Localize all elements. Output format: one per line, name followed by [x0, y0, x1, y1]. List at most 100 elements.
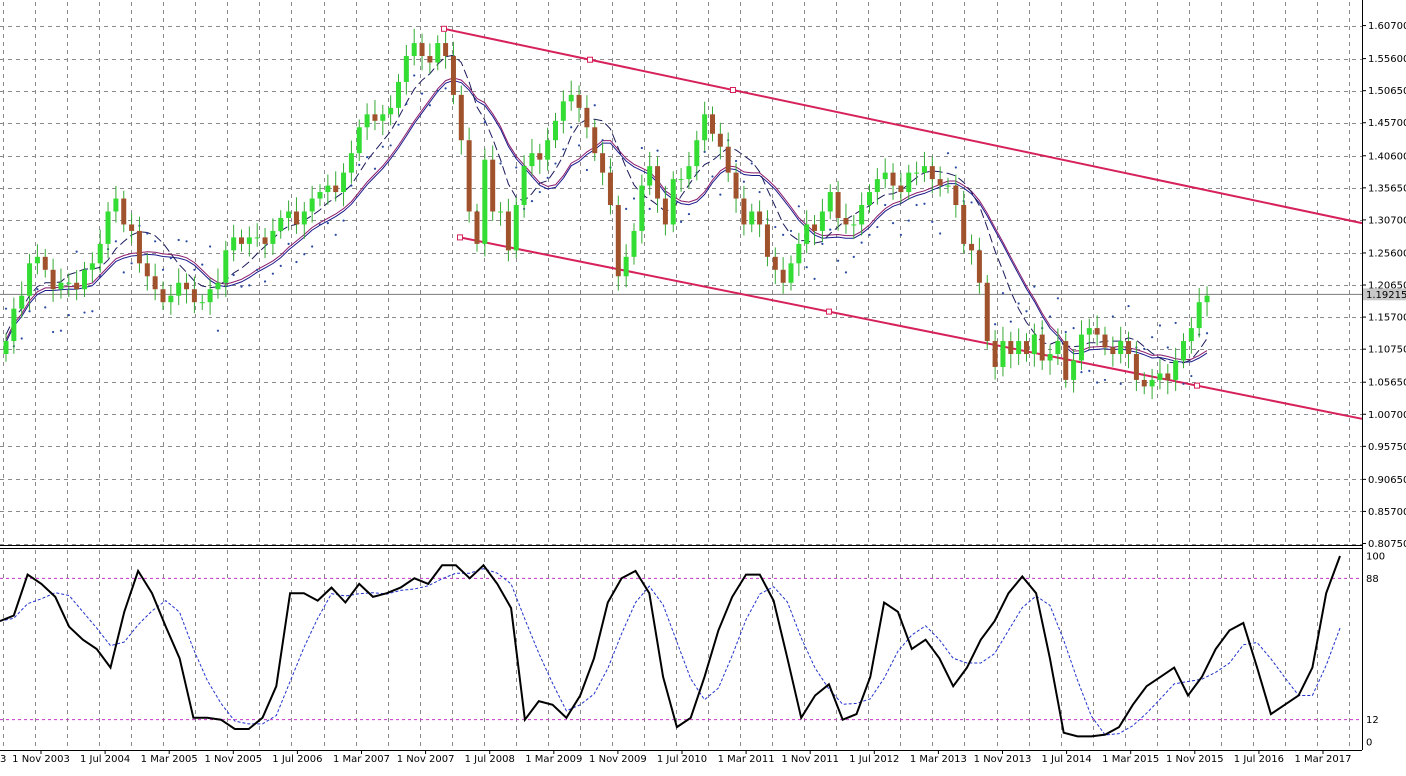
sar-dot [538, 190, 541, 194]
sar-dot [1048, 315, 1052, 318]
sar-dot [774, 225, 777, 229]
time-label: 1 Mar 2009 [525, 754, 582, 765]
candle-body [584, 107, 590, 128]
candle-body [82, 269, 87, 290]
sar-dot [248, 284, 251, 287]
sar-dot [428, 104, 431, 107]
candle-body [50, 269, 56, 290]
candle-body [1157, 373, 1163, 380]
candle-body [11, 308, 17, 342]
sar-dot [648, 207, 651, 211]
candle-body [1094, 328, 1100, 335]
current-price-label: 1.19215 [1366, 290, 1406, 301]
candle-body [662, 198, 668, 225]
price-tick-label: 1.25600 [1368, 248, 1406, 259]
candle-body [113, 198, 119, 212]
sar-dot [1111, 315, 1114, 318]
sar-dot [852, 255, 855, 258]
price-tick-label: 1.45700 [1368, 118, 1406, 129]
candle-body [403, 56, 409, 82]
candle-body [1047, 354, 1053, 361]
candle-body [961, 205, 967, 244]
sar-dot [36, 288, 39, 291]
candle-body [545, 140, 551, 160]
channel-anchor [1194, 382, 1200, 389]
candle-body [466, 140, 472, 212]
candle-body [1196, 302, 1202, 329]
sar-dot [829, 228, 832, 231]
sar-dot [1143, 347, 1146, 350]
candle-body [537, 153, 543, 160]
candle-body [921, 166, 927, 173]
candle-body [1071, 360, 1077, 380]
sar-dot [570, 126, 573, 129]
candle-body [1086, 328, 1092, 335]
candle-body [851, 224, 857, 226]
sar-dot [1205, 332, 1209, 335]
candle-body [1181, 341, 1186, 361]
sar-dot [350, 184, 353, 187]
candle-body [521, 166, 527, 206]
candle-body [474, 211, 480, 244]
sar-dot [907, 219, 910, 222]
sar-dot [789, 229, 793, 233]
candle-body [458, 94, 464, 141]
candle-body [505, 211, 511, 251]
sar-dot [915, 203, 918, 207]
sar-dot [546, 176, 549, 179]
sar-dot [130, 262, 133, 265]
sar-dot [201, 263, 204, 266]
stoch-tick-label: 100 [1366, 552, 1385, 563]
candle-body [607, 172, 613, 206]
candle-body [906, 172, 912, 193]
candle-body [176, 282, 182, 296]
price-tick-label: 0.80750 [1368, 539, 1406, 550]
candle-body [34, 256, 40, 264]
sar-dot [263, 280, 267, 283]
sar-dot [585, 168, 589, 172]
candle-body [490, 159, 496, 212]
price-tick-label: 1.00700 [1368, 410, 1406, 421]
sar-dot [405, 102, 408, 106]
candle-body [796, 243, 802, 264]
candle-body [647, 166, 653, 186]
candle-body [694, 140, 700, 167]
candle-body [419, 43, 425, 57]
sar-dot [734, 159, 738, 163]
time-label: 1 Nov 2003 [12, 754, 70, 765]
candle-body [262, 237, 268, 244]
stoch-signal-line [0, 568, 1341, 736]
sar-dot [1119, 382, 1122, 385]
candle-body [3, 341, 9, 355]
candle-body [223, 250, 229, 283]
sar-dot [122, 271, 125, 274]
sar-dot [1166, 346, 1169, 349]
candle-body [1055, 341, 1061, 355]
candle-body [443, 43, 449, 57]
time-label: 1 Jul 2012 [849, 754, 899, 765]
candle-body [27, 263, 33, 296]
candle-body [553, 120, 558, 141]
price-tick-label: 0.95750 [1368, 442, 1406, 453]
sar-dot [1096, 381, 1099, 384]
sar-dot [256, 268, 259, 271]
sar-dot [821, 242, 824, 245]
grid [0, 2, 1362, 750]
candle-body [19, 295, 25, 309]
moving-average-slow [5, 77, 1208, 361]
candle-body [317, 192, 323, 199]
candle-body [874, 179, 880, 193]
sar-dot [413, 74, 416, 77]
stochastic-panel [0, 555, 1362, 738]
time-label: 1 Nov 2013 [974, 754, 1032, 765]
price-tick-label: 1.20650 [1368, 281, 1406, 292]
candle-body [929, 166, 935, 180]
sar-dot [515, 166, 518, 169]
candle-body [945, 185, 951, 187]
sar-dot [876, 225, 879, 229]
sar-dot [577, 144, 581, 147]
candle-body [254, 237, 260, 239]
sar-dot [28, 310, 31, 313]
price-channel [441, 25, 1363, 420]
